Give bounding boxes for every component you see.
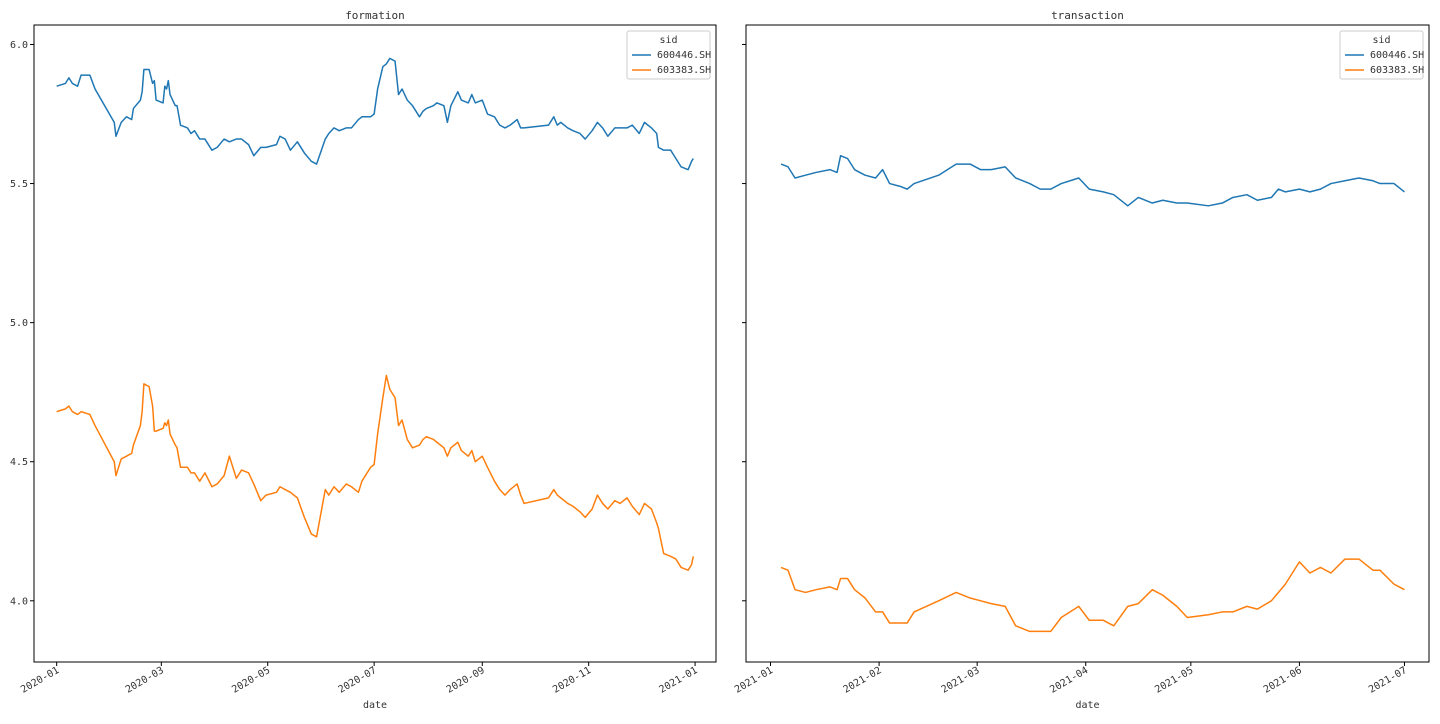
formation-legend-title: sid bbox=[659, 35, 677, 46]
transaction-series-line-2 bbox=[780, 558, 1405, 633]
transaction-xtick-label: 2021-06 bbox=[1262, 665, 1304, 696]
transaction-y-axis bbox=[742, 43, 746, 602]
transaction-xtick-label: 2021-01 bbox=[733, 665, 775, 696]
formation-panel: formation date 4.04.55.05.56.0 2020-01 20… bbox=[10, 9, 717, 711]
transaction-series-lines bbox=[780, 154, 1405, 633]
transaction-legend-box bbox=[1339, 30, 1424, 80]
formation-xtick-label: 2020-11 bbox=[551, 665, 593, 696]
transaction-legend-label-600446: 600446.SH bbox=[1370, 50, 1424, 61]
transaction-plot-frame bbox=[745, 24, 1430, 663]
transaction-x-axis: 2021-01 2021-02 2021-03 2021-04 2021-05 2021-… bbox=[733, 662, 1409, 696]
formation-x-axis-label: date bbox=[363, 700, 387, 711]
formation-xtick-label: 2020-07 bbox=[337, 665, 379, 696]
formation-legend-box bbox=[626, 30, 711, 80]
transaction-series-line-1 bbox=[780, 154, 1405, 207]
transaction-legend-title: sid bbox=[1372, 35, 1390, 46]
formation-xtick-label: 2020-09 bbox=[445, 665, 487, 696]
formation-ytick-label: 5.0 bbox=[10, 318, 28, 329]
transaction-x-axis-label: date bbox=[1075, 700, 1099, 711]
transaction-xtick-label: 2021-02 bbox=[842, 665, 884, 696]
formation-ytick-label: 6.0 bbox=[10, 40, 28, 51]
transaction-legend: sid 600446.SH 603383.SH bbox=[1339, 30, 1424, 80]
transaction-panel: transaction date 2021-01 2021-02 2021-03 20… bbox=[733, 9, 1430, 711]
formation-plot-frame bbox=[33, 24, 717, 663]
formation-legend-label-603383: 603383.SH bbox=[657, 65, 711, 76]
formation-xtick-label: 2020-03 bbox=[124, 665, 166, 696]
transaction-xtick-label: 2021-07 bbox=[1367, 665, 1409, 696]
formation-series-line-1 bbox=[56, 57, 694, 171]
formation-xtick-label: 2020-01 bbox=[19, 665, 61, 696]
formation-x-axis: 2020-01 2020-03 2020-05 2020-07 2020-09 2020-… bbox=[19, 662, 700, 696]
transaction-title: transaction bbox=[1051, 9, 1124, 22]
transaction-xtick-label: 2021-05 bbox=[1153, 665, 1195, 696]
formation-series-line-2 bbox=[56, 374, 695, 571]
formation-xtick-label: 2020-05 bbox=[230, 665, 272, 696]
transaction-xtick-label: 2021-04 bbox=[1048, 665, 1090, 696]
formation-title: formation bbox=[345, 9, 405, 22]
transaction-xtick-label: 2021-03 bbox=[940, 665, 982, 696]
formation-xtick-label: 2021-01 bbox=[658, 665, 700, 696]
formation-series-lines bbox=[56, 57, 695, 571]
formation-ytick-label: 4.0 bbox=[10, 596, 28, 607]
formation-y-axis: 4.0 4.5 5.0 5.5 6.0 bbox=[10, 40, 34, 607]
formation-legend: sid 600446.SH 603383.SH bbox=[626, 30, 711, 80]
formation-legend-label-600446: 600446.SH bbox=[657, 50, 711, 61]
formation-ytick-label: 5.5 bbox=[10, 179, 28, 190]
transaction-legend-label-603383: 603383.SH bbox=[1370, 65, 1424, 76]
formation-ytick-label: 4.5 bbox=[10, 457, 28, 468]
